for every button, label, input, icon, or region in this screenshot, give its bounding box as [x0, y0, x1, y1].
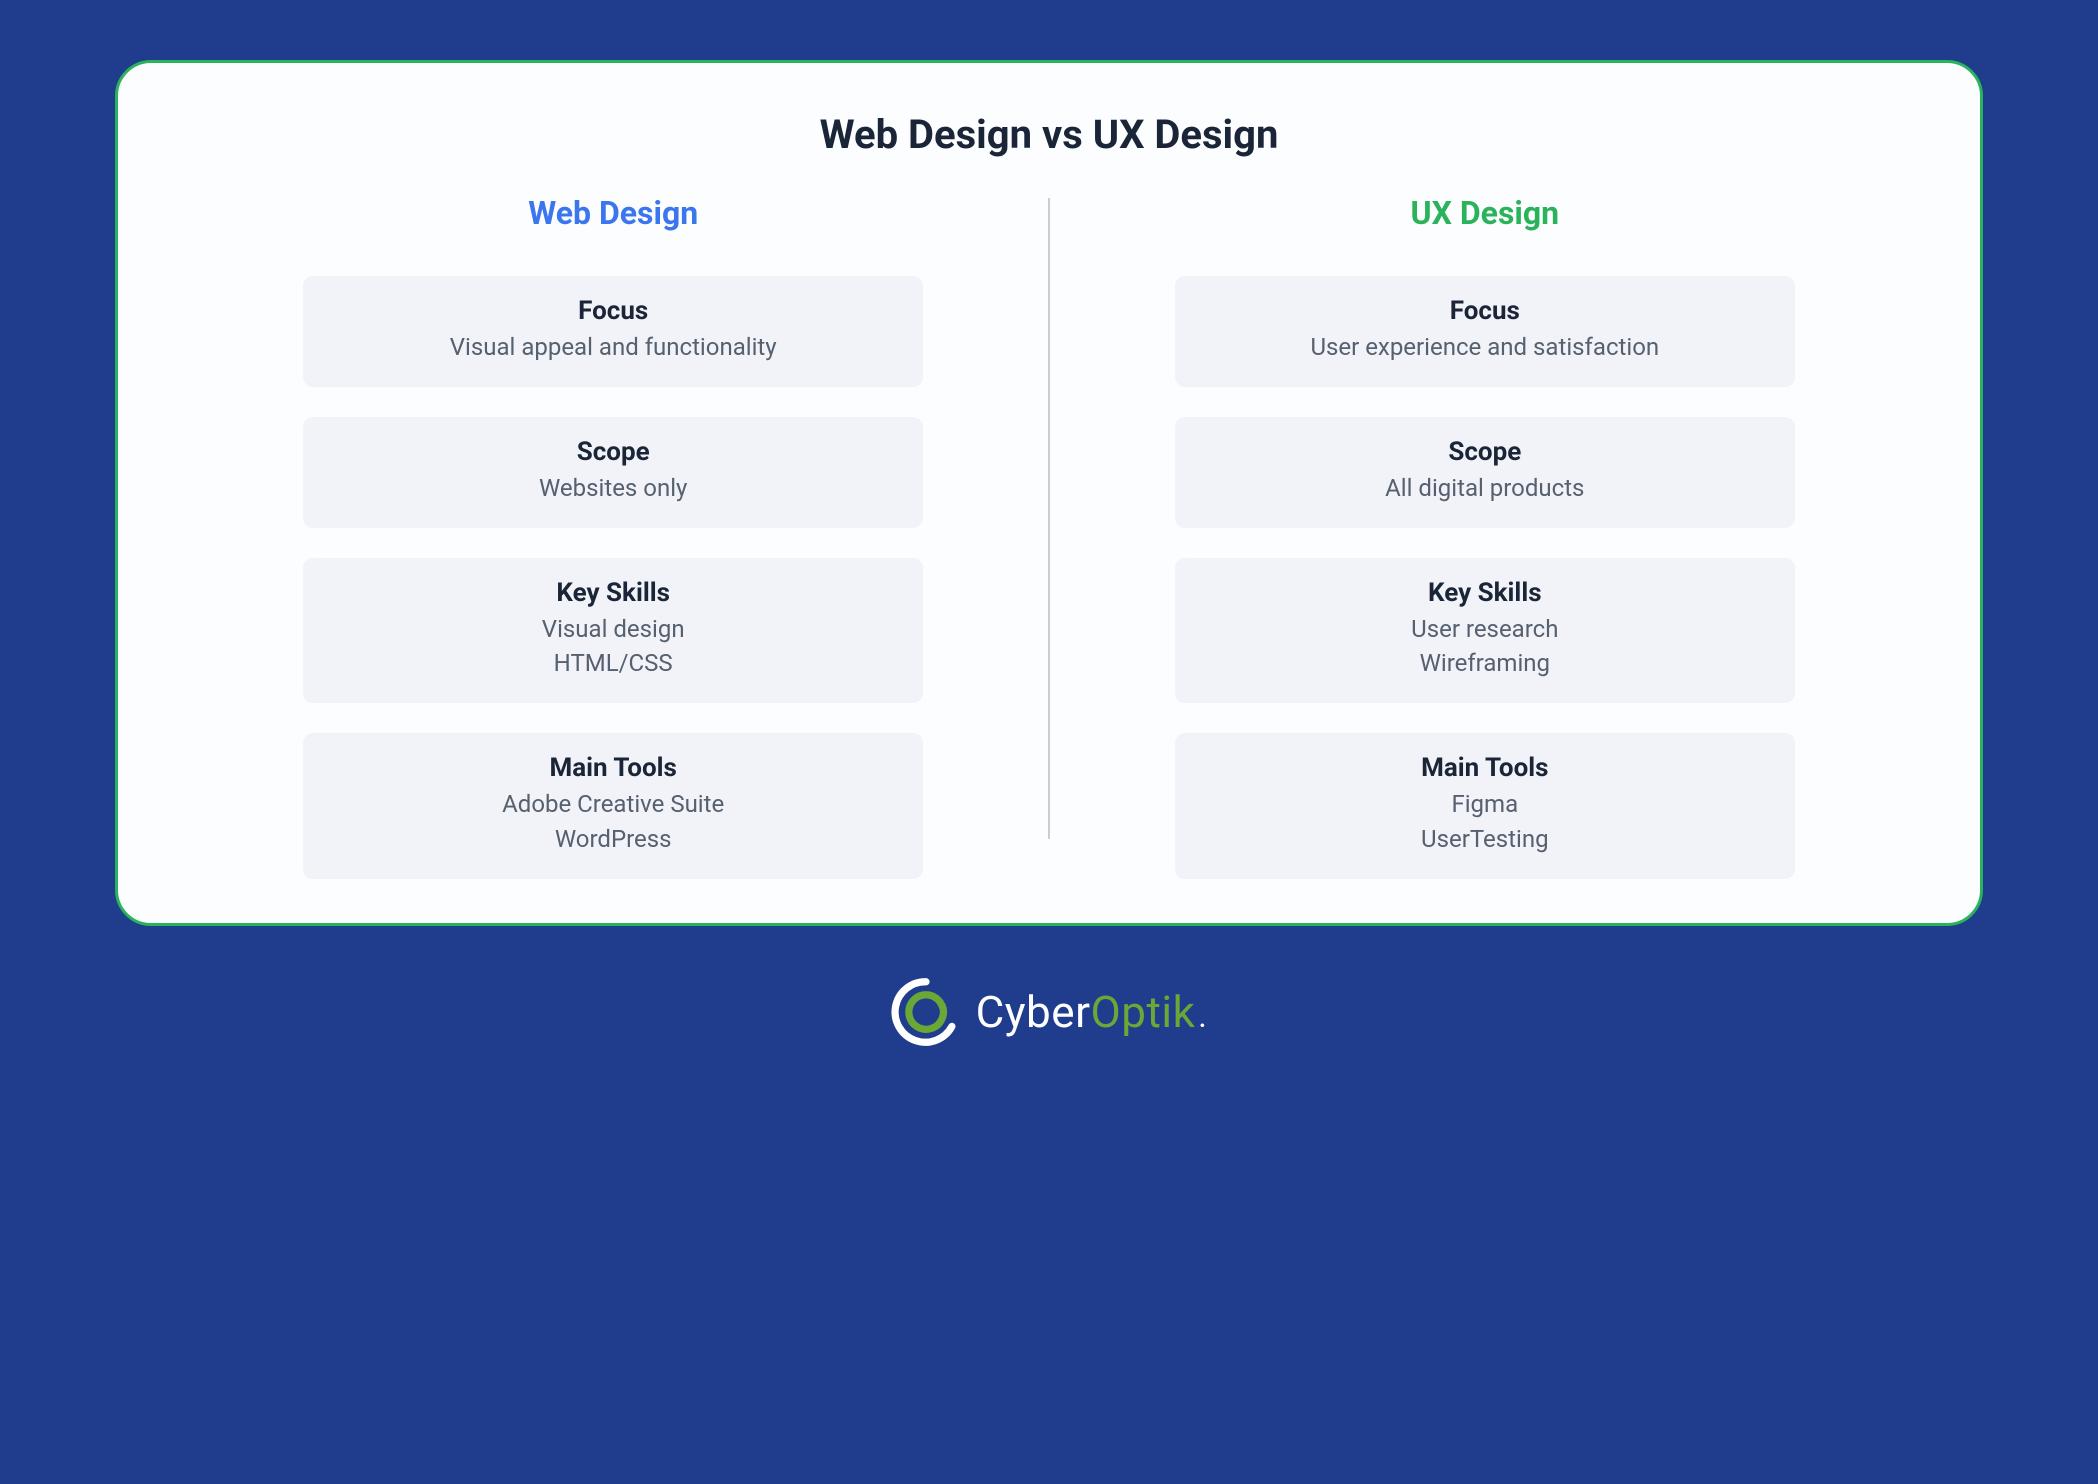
item-value: WordPress: [327, 822, 899, 857]
item-value: HTML/CSS: [327, 646, 899, 681]
item-label: Focus: [327, 296, 899, 326]
item-value: User research: [1199, 612, 1771, 647]
item-label: Main Tools: [327, 753, 899, 783]
item-value: User experience and satisfaction: [1199, 330, 1771, 365]
comparison-card: Web Design vs UX Design Web Design Focus…: [115, 60, 1982, 926]
column-ux-design: UX Design Focus User experience and sati…: [1050, 194, 1920, 879]
item-label: Scope: [1199, 437, 1771, 467]
column-web-design: Web Design Focus Visual appeal and funct…: [178, 194, 1048, 879]
item-key-skills-right: Key Skills User research Wireframing: [1175, 558, 1795, 704]
item-scope-right: Scope All digital products: [1175, 417, 1795, 528]
item-label: Key Skills: [1199, 578, 1771, 608]
main-title: Web Design vs UX Design: [178, 111, 1919, 158]
item-focus-right: Focus User experience and satisfaction: [1175, 276, 1795, 387]
item-value: Visual design: [327, 612, 899, 647]
item-value: Adobe Creative Suite: [327, 787, 899, 822]
item-value: Wireframing: [1199, 646, 1771, 681]
logo-text-cyber: Cyber: [976, 986, 1091, 1038]
item-key-skills-left: Key Skills Visual design HTML/CSS: [303, 558, 923, 704]
logo-text-dot: .: [1197, 986, 1208, 1038]
item-main-tools-left: Main Tools Adobe Creative Suite WordPres…: [303, 733, 923, 879]
item-label: Scope: [327, 437, 899, 467]
item-scope-left: Scope Websites only: [303, 417, 923, 528]
item-value: UserTesting: [1199, 822, 1771, 857]
item-focus-left: Focus Visual appeal and functionality: [303, 276, 923, 387]
columns-wrap: Web Design Focus Visual appeal and funct…: [178, 194, 1919, 879]
logo-mark-icon: [890, 976, 962, 1048]
logo-text-optik: Optik: [1091, 986, 1196, 1038]
column-title-ux-design: UX Design: [1411, 194, 1560, 232]
column-title-web-design: Web Design: [528, 194, 698, 232]
item-value: Websites only: [327, 471, 899, 506]
item-value: All digital products: [1199, 471, 1771, 506]
item-main-tools-right: Main Tools Figma UserTesting: [1175, 733, 1795, 879]
item-label: Key Skills: [327, 578, 899, 608]
item-value: Figma: [1199, 787, 1771, 822]
item-label: Focus: [1199, 296, 1771, 326]
item-value: Visual appeal and functionality: [327, 330, 899, 365]
logo-text: CyberOptik.: [976, 986, 1209, 1038]
item-label: Main Tools: [1199, 753, 1771, 783]
brand-logo: CyberOptik.: [890, 976, 1209, 1048]
